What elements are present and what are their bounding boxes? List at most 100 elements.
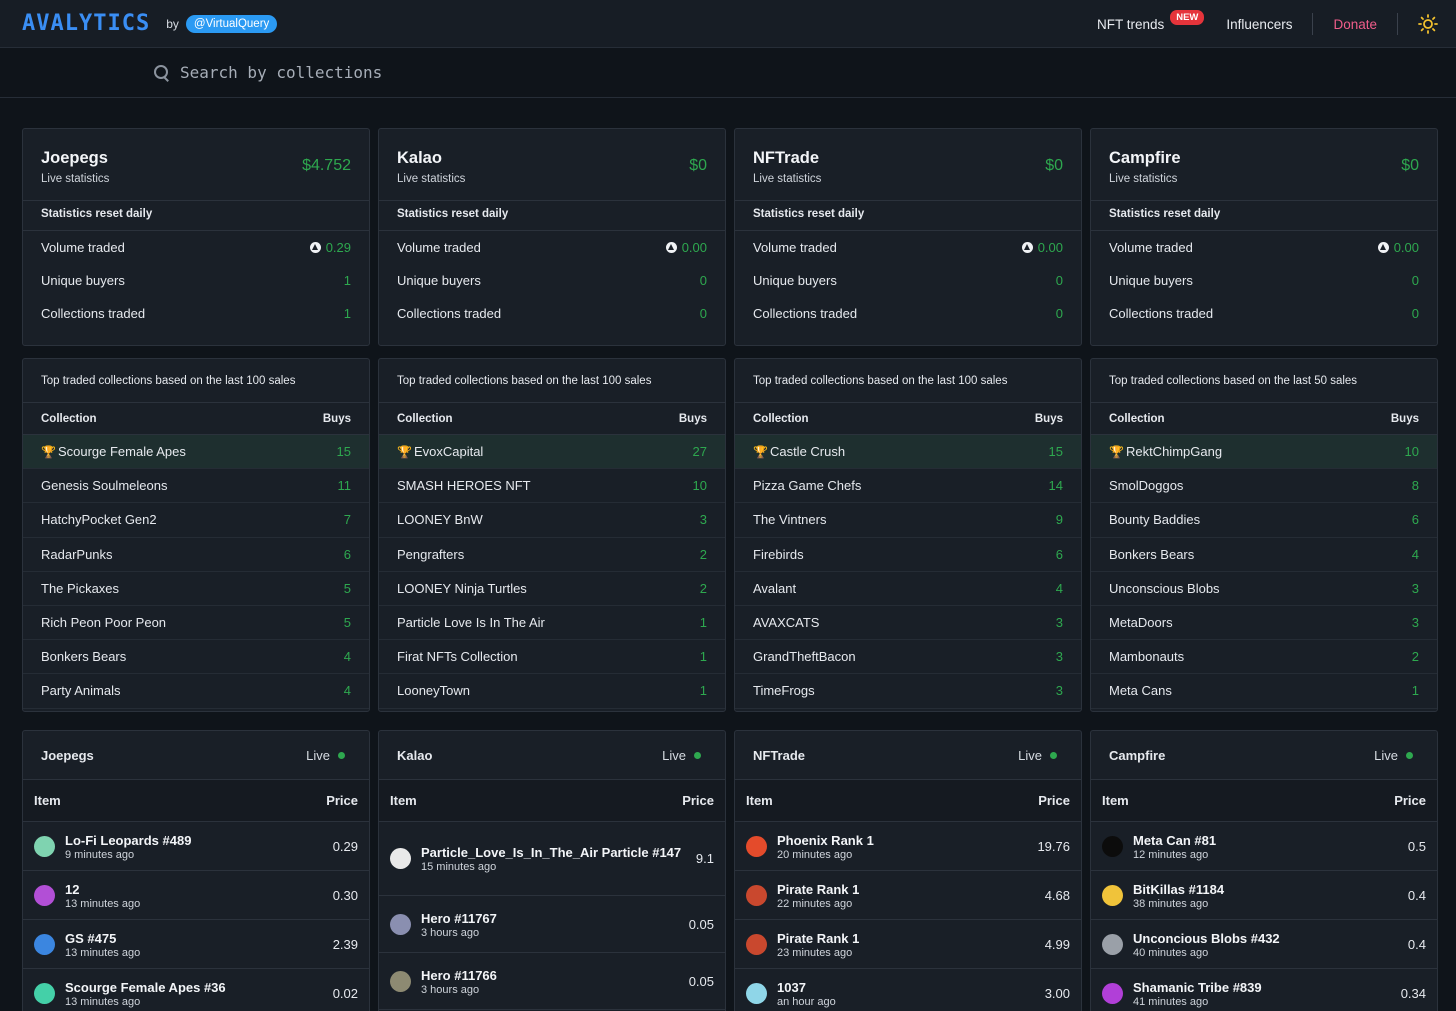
item-name[interactable]: 1037 — [777, 979, 806, 995]
table-row[interactable]: LOONEY Ninja Turtles 2 — [379, 572, 725, 606]
table-row[interactable]: TimeFrogs 3 — [735, 674, 1081, 709]
item-name[interactable]: Hero #11767 — [421, 910, 497, 926]
item-name[interactable]: Particle_Love_Is_In_The_Air Particle #14… — [421, 845, 682, 860]
collection-name[interactable]: LOONEY BnW — [397, 512, 483, 528]
table-row[interactable]: Pengrafters 2 — [379, 538, 725, 572]
collection-name[interactable]: Avalant — [753, 580, 797, 596]
collection-name[interactable]: HatchyPocket Gen2 — [41, 512, 157, 528]
table-row[interactable]: The Vintners 9 — [735, 503, 1081, 538]
collection-name[interactable]: LooneyTown — [397, 683, 470, 699]
item-name[interactable]: GS #475 — [65, 930, 117, 946]
collection-name[interactable]: Rich Peon Poor Peon — [41, 615, 167, 631]
author-handle-badge[interactable]: @VirtualQuery — [185, 14, 278, 33]
item-name[interactable]: 12 — [65, 881, 80, 897]
list-item[interactable]: Phoenix Rank 1 20 minutes ago 19.76 — [735, 822, 1081, 871]
column-collection[interactable]: Collection — [753, 412, 809, 425]
list-item[interactable]: Hero #11767 3 hours ago 0.05 — [379, 896, 725, 953]
collection-name[interactable]: Scourge Female Apes — [57, 444, 186, 460]
item-name[interactable]: Pirate Rank 1 — [777, 881, 860, 897]
collection-name[interactable]: TimeFrogs — [753, 683, 815, 699]
donate-link[interactable]: Donate — [1333, 16, 1377, 32]
table-row[interactable]: SmolDoggos 8 — [1091, 469, 1437, 504]
list-item[interactable]: Particle_Love_Is_In_The_Air Particle #14… — [379, 822, 725, 896]
collection-name[interactable]: Meta Cans — [1109, 683, 1172, 699]
list-item[interactable]: 1037 an hour ago 3.00 — [735, 969, 1081, 1011]
table-row[interactable]: Avalant 4 — [735, 572, 1081, 606]
table-row[interactable]: Bonkers Bears 4 — [1091, 538, 1437, 572]
logo[interactable]: AVALYTICS — [22, 11, 151, 36]
table-row[interactable]: Unconscious Blobs 3 — [1091, 572, 1437, 606]
item-name[interactable]: BitKillas #1184 — [1133, 881, 1225, 897]
item-name[interactable]: Shamanic Tribe #839 — [1133, 979, 1262, 995]
list-item[interactable]: Scourge Female Apes #36 13 minutes ago 0… — [23, 969, 369, 1011]
collection-name[interactable]: SMASH HEROES NFT — [397, 478, 531, 494]
column-buys[interactable]: Buys — [1390, 412, 1419, 425]
table-row[interactable]: Genesis Soulmeleons 11 — [23, 469, 369, 504]
collection-name[interactable]: The Pickaxes — [41, 580, 120, 596]
search-input[interactable] — [180, 63, 580, 82]
table-row[interactable]: AVAXCATS 3 — [735, 606, 1081, 641]
list-item[interactable]: 12 13 minutes ago 0.30 — [23, 871, 369, 920]
column-buys[interactable]: Buys — [1034, 412, 1063, 425]
list-item[interactable]: Pirate Rank 1 22 minutes ago 4.68 — [735, 871, 1081, 920]
item-name[interactable]: Phoenix Rank 1 — [777, 832, 874, 848]
table-row[interactable]: 🏆 EvoxCapital 27 — [379, 435, 725, 470]
sun-icon[interactable] — [1418, 14, 1438, 34]
table-row[interactable]: Pizza Game Chefs 14 — [735, 469, 1081, 504]
table-row[interactable]: 🏆 Scourge Female Apes 15 — [23, 435, 369, 470]
table-row[interactable]: Meta Cans 1 — [1091, 674, 1437, 709]
table-row[interactable]: Firat NFTs Collection 1 — [379, 640, 725, 675]
collection-name[interactable]: SmolDoggos — [1109, 478, 1184, 494]
column-collection[interactable]: Collection — [41, 412, 97, 425]
collection-name[interactable]: MetaDoors — [1109, 615, 1173, 631]
item-name[interactable]: Lo-Fi Leopards #489 — [65, 832, 192, 848]
list-item[interactable]: Pirate Rank 1 23 minutes ago 4.99 — [735, 920, 1081, 969]
nav-influencers[interactable]: Influencers — [1226, 16, 1293, 32]
collection-name[interactable]: Genesis Soulmeleons — [41, 478, 168, 494]
list-item[interactable]: Meta Can #81 12 minutes ago 0.5 — [1091, 822, 1437, 871]
column-buys[interactable]: Buys — [322, 412, 351, 425]
collection-name[interactable]: Bounty Baddies — [1109, 512, 1201, 528]
table-row[interactable]: RadarPunks 6 — [23, 538, 369, 572]
table-row[interactable]: GrandTheftBacon 3 — [735, 640, 1081, 675]
collection-name[interactable]: Unconscious Blobs — [1109, 580, 1220, 596]
collection-name[interactable]: Bonkers Bears — [1109, 546, 1195, 562]
table-row[interactable]: Firebirds 6 — [735, 538, 1081, 572]
item-name[interactable]: Meta Can #81 — [1133, 832, 1217, 848]
collection-name[interactable]: The Vintners — [753, 512, 827, 528]
collection-name[interactable]: Particle Love Is In The Air — [397, 615, 545, 631]
collection-name[interactable]: Firat NFTs Collection — [397, 649, 518, 665]
list-item[interactable]: Hero #11766 3 hours ago 0.05 — [379, 953, 725, 1010]
table-row[interactable]: Party Animals 4 — [23, 674, 369, 709]
collection-name[interactable]: Mambonauts — [1109, 649, 1185, 665]
list-item[interactable]: BitKillas #1184 38 minutes ago 0.4 — [1091, 871, 1437, 920]
table-row[interactable]: HatchyPocket Gen2 7 — [23, 503, 369, 538]
collection-name[interactable]: Castle Crush — [769, 444, 846, 460]
collection-name[interactable]: Pengrafters — [397, 546, 465, 562]
list-item[interactable]: Shamanic Tribe #839 41 minutes ago 0.34 — [1091, 969, 1437, 1011]
table-row[interactable]: The Pickaxes 5 — [23, 572, 369, 606]
table-row[interactable]: LooneyTown 1 — [379, 674, 725, 709]
column-buys[interactable]: Buys — [678, 412, 707, 425]
list-item[interactable]: Lo-Fi Leopards #489 9 minutes ago 0.29 — [23, 822, 369, 871]
collection-name[interactable]: EvoxCapital — [413, 444, 484, 460]
table-row[interactable]: Bonkers Bears 4 — [23, 640, 369, 675]
table-row[interactable]: SMASH HEROES NFT 10 — [379, 469, 725, 504]
table-row[interactable]: 🏆 RektChimpGang 10 — [1091, 435, 1437, 470]
item-name[interactable]: Unconcious Blobs #432 — [1133, 930, 1280, 946]
collection-name[interactable]: AVAXCATS — [753, 615, 820, 631]
table-row[interactable]: LOONEY BnW 3 — [379, 503, 725, 538]
collection-name[interactable]: Firebirds — [753, 546, 804, 562]
list-item[interactable]: Unconcious Blobs #432 40 minutes ago 0.4 — [1091, 920, 1437, 969]
table-row[interactable]: 🏆 Castle Crush 15 — [735, 435, 1081, 470]
table-row[interactable]: Particle Love Is In The Air 1 — [379, 606, 725, 641]
item-name[interactable]: Pirate Rank 1 — [777, 930, 860, 946]
collection-name[interactable]: LOONEY Ninja Turtles — [397, 580, 527, 596]
table-row[interactable]: Bounty Baddies 6 — [1091, 503, 1437, 538]
collection-name[interactable]: RektChimpGang — [1125, 444, 1223, 460]
item-name[interactable]: Hero #11766 — [421, 967, 497, 983]
column-collection[interactable]: Collection — [397, 412, 453, 425]
collection-name[interactable]: Party Animals — [41, 683, 121, 699]
collection-name[interactable]: Bonkers Bears — [41, 649, 127, 665]
collection-name[interactable]: GrandTheftBacon — [753, 649, 856, 665]
